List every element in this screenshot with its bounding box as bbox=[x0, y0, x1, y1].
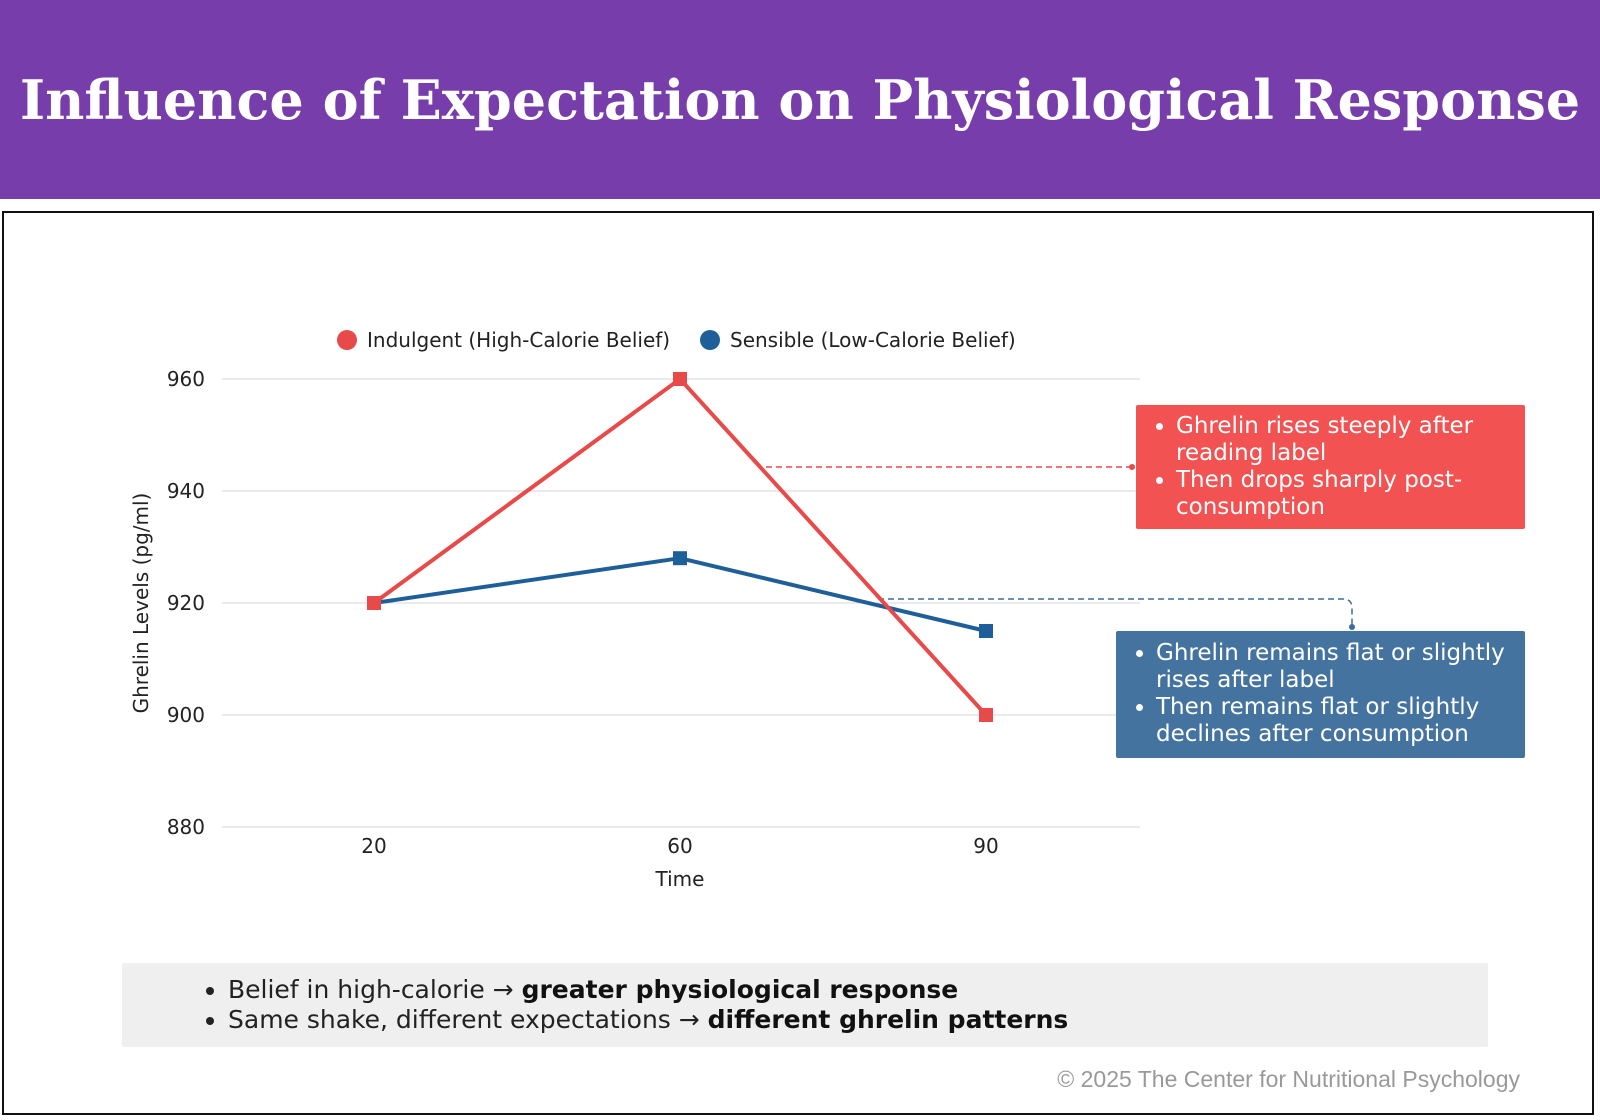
sensible-callout-point-1: Ghrelin remains flat or slightly rises a… bbox=[1156, 640, 1513, 694]
indulgent-callout-point-2: Then drops sharply post-consumption bbox=[1176, 467, 1513, 521]
series-line-1 bbox=[373, 556, 987, 633]
series-0-point-0 bbox=[367, 596, 381, 610]
series-line-0 bbox=[372, 377, 988, 717]
x-tick-label-90: 90 bbox=[973, 834, 998, 858]
sensible-connector bbox=[878, 598, 1353, 626]
legend-label-0: Indulgent (High-Calorie Belief) bbox=[367, 328, 670, 352]
series-0-point-1 bbox=[673, 372, 687, 386]
y-axis-title: Ghrelin Levels (pg/ml) bbox=[129, 493, 153, 714]
indulgent-connector-dot bbox=[1129, 464, 1135, 470]
sensible-callout-point-2: Then remains flat or slightly declines a… bbox=[1156, 694, 1513, 748]
series-1-point-1 bbox=[673, 551, 687, 566]
summary-point-1-text: Belief in high-calorie → bbox=[228, 975, 522, 1004]
indulgent-callout: Ghrelin rises steeply after reading labe… bbox=[1136, 405, 1525, 529]
legend-label-1: Sensible (Low-Calorie Belief) bbox=[730, 328, 1016, 352]
summary-point-1: Belief in high-calorie → greater physiol… bbox=[228, 975, 1488, 1005]
copyright-footer: © 2025 The Center for Nutritional Psycho… bbox=[1057, 1066, 1520, 1092]
page-title: Influence of Expectation on Physiologica… bbox=[19, 67, 1581, 132]
indulgent-callout-point-1: Ghrelin rises steeply after reading labe… bbox=[1176, 413, 1513, 467]
x-tick-label-20: 20 bbox=[361, 834, 386, 858]
legend-marker-0 bbox=[337, 330, 357, 350]
y-tick-label-920: 920 bbox=[167, 591, 205, 615]
x-tick-label-60: 60 bbox=[667, 834, 692, 858]
summary-point-1-emphasis: greater physiological response bbox=[521, 975, 959, 1004]
summary-point-2: Same shake, different expectations → dif… bbox=[228, 1005, 1488, 1035]
summary-point-2-text: Same shake, different expectations → bbox=[228, 1005, 708, 1034]
x-axis-title: Time bbox=[655, 867, 705, 891]
summary-point-2-emphasis: different ghrelin patterns bbox=[707, 1005, 1069, 1034]
y-tick-label-880: 880 bbox=[167, 815, 205, 839]
sensible-callout: Ghrelin remains flat or slightly rises a… bbox=[1116, 631, 1525, 758]
summary-box: Belief in high-calorie → greater physiol… bbox=[122, 963, 1488, 1047]
series-0-point-2 bbox=[979, 708, 993, 722]
y-tick-label-940: 940 bbox=[167, 479, 205, 503]
header-bar: Influence of Expectation on Physiologica… bbox=[0, 0, 1600, 199]
series-1-point-2 bbox=[979, 624, 993, 638]
sensible-connector-dot bbox=[1349, 624, 1355, 630]
y-tick-label-900: 900 bbox=[167, 703, 205, 727]
legend-marker-1 bbox=[700, 330, 720, 350]
y-tick-label-960: 960 bbox=[167, 367, 205, 391]
